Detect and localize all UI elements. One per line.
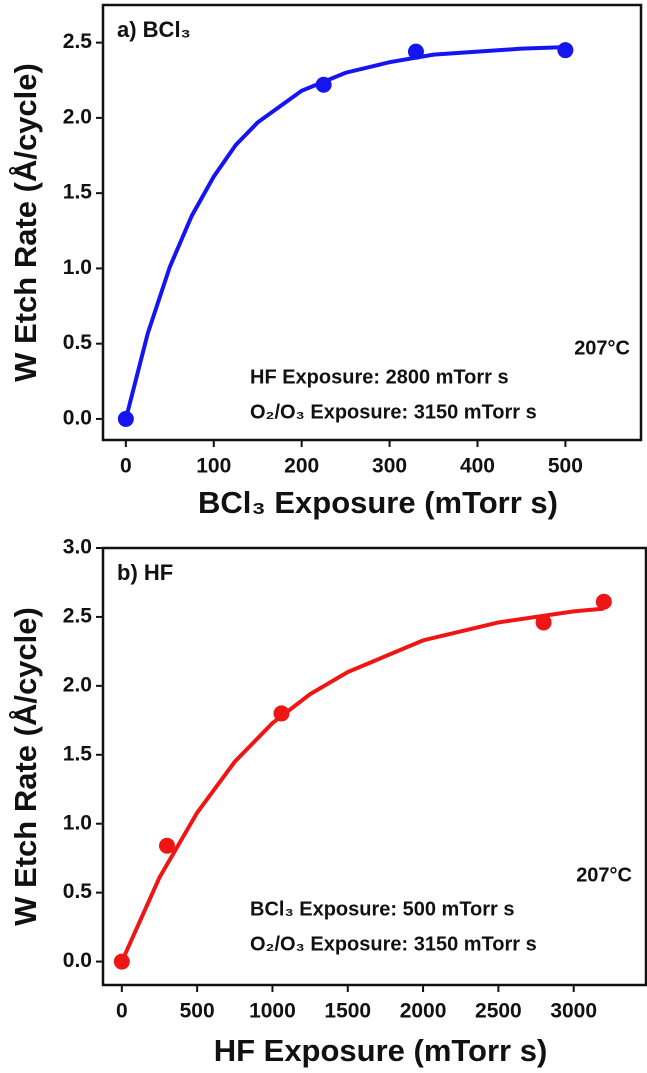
y-tick-label: 0.0 [63,406,92,429]
y-tick-label: 1.0 [63,256,92,279]
x-tick-label: 3000 [550,1000,597,1023]
y-tick-label: 1.0 [63,811,92,834]
x-tick-label: 0 [116,1000,128,1023]
x-tick-label: 0 [120,455,132,478]
y-tick-label: 0.5 [63,331,93,354]
x-tick-label: 500 [180,1000,215,1023]
x-axis-label: BCl₃ Exposure (mTorr s) [198,485,558,520]
data-point [557,42,574,59]
y-axis-label: W Etch Rate (Å/cycle) [8,63,43,382]
plot-frame [101,3,643,442]
y-tick-label: 3.0 [63,536,92,559]
x-tick-label: 400 [460,455,495,478]
y-tick-label: 2.5 [63,30,93,53]
annotation: HF Exposure: 2800 mTorr s [250,366,509,388]
y-tick-label: 2.5 [63,604,93,627]
y-tick-label: 2.0 [63,105,92,128]
y-tick-label: 0.0 [63,949,92,972]
annotation: 207°C [576,864,632,886]
x-axis-label: HF Exposure (mTorr s) [214,1033,548,1068]
data-point [113,953,130,970]
x-tick-label: 300 [372,455,407,478]
x-tick-label: 1000 [249,1000,296,1023]
fit-curve [123,45,566,420]
fit-curve [120,606,605,963]
data-point [159,837,176,854]
y-tick-label: 0.5 [63,880,93,903]
x-tick-label: 200 [284,455,319,478]
y-tick-label: 1.5 [63,181,93,204]
y-tick-label: 2.0 [63,673,92,696]
annotation: O₂/O₃ Exposure: 3150 mTorr s [250,933,537,955]
y-axis-label: W Etch Rate (Å/cycle) [8,607,43,926]
x-tick-label: 2500 [475,1000,522,1023]
data-point [315,76,332,93]
data-point [273,705,290,722]
panel-title: a) BCl₃ [117,17,191,42]
x-tick-label: 1500 [324,1000,371,1023]
plot-frame [101,546,647,987]
data-point [117,410,134,427]
annotation: BCl₃ Exposure: 500 mTorr s [250,898,515,920]
panel-title: b) HF [117,560,173,585]
x-tick-label: 2000 [400,1000,447,1023]
x-tick-label: 100 [196,455,231,478]
y-tick-label: 1.5 [63,742,93,765]
x-tick-label: 500 [548,455,583,478]
data-point [595,593,612,610]
annotation: 207°C [574,337,630,359]
data-point [407,43,424,60]
data-point [535,614,552,631]
annotation: O₂/O₃ Exposure: 3150 mTorr s [250,401,537,423]
